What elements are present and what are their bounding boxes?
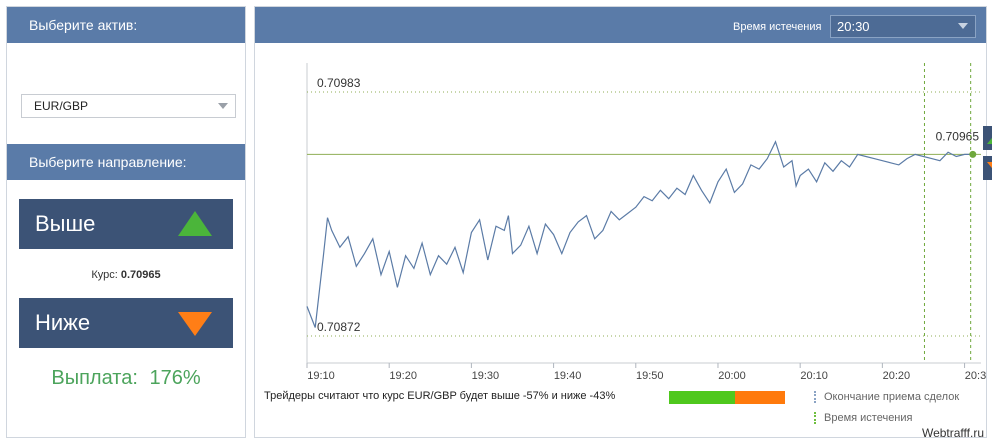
sentiment-bar [669,391,785,404]
asset-header: Выберите актив: [7,7,245,43]
level-label: 0.70983 [317,76,361,90]
x-tick-label: 20:30 [965,370,986,382]
x-tick-label: 19:30 [472,370,500,382]
expiry-label: Время истечения [733,21,822,33]
x-tick-label: 20:00 [718,370,746,382]
sentiment-down-fill [735,391,785,404]
price-series-line [306,140,973,328]
asset-select-value: EUR/GBP [34,99,89,113]
expiry-select[interactable]: 20:30 [830,15,976,38]
chevron-down-icon [958,23,968,29]
x-tick-label: 19:20 [389,370,417,382]
x-tick-label: 19:50 [636,370,664,382]
payout-value: 176% [149,367,201,389]
triangle-down-icon [178,312,212,336]
level-label: 0.70872 [317,320,361,334]
watermark: Webtrafff.ru [921,426,984,440]
x-tick-label: 19:40 [554,370,582,382]
legend-expiry: Время истечения [814,412,912,424]
rate-label: Курс: [91,269,118,281]
up-button-label: Выше [35,211,96,236]
price-chart: 19:10 19:20 19:30 19:40 19:50 20:00 20:10 20:20… [306,63,986,382]
expiry-select-value: 20:30 [837,19,870,34]
triangle-up-icon [986,133,992,145]
traders-sentiment-text: Трейдеры считают что курс EUR/GBP будет … [264,390,616,402]
direction-header: Выберите направление: [7,144,245,180]
down-button-label: Ниже [35,310,91,335]
triangle-down-icon [986,162,992,174]
payout-label: Выплата: [51,367,138,389]
payout-display: Выплата: 176% [7,367,245,390]
triangle-up-icon [178,211,212,236]
chart-panel: Время истечения 20:30 19:10 19:20 19:30 19:… [254,6,992,438]
down-button[interactable]: Ниже [19,298,233,348]
current-price-label: 0.70965 [936,129,980,143]
x-tick-label: 20:20 [883,370,911,382]
legend-close-trading: Окончание приема сделок [814,391,959,403]
current-price-dot [969,150,977,158]
asset-select[interactable]: EUR/GBP [21,94,236,118]
chart-put-button[interactable] [982,156,992,181]
sentiment-up-fill [669,391,735,404]
up-button[interactable]: Выше [19,199,233,249]
chart-call-button[interactable] [982,126,992,151]
rate-display: Курс: 0.70965 [7,269,245,281]
asset-panel: Выберите актив: EUR/GBP Выберите направл… [6,6,246,438]
chevron-down-icon [218,103,228,109]
rate-value: 0.70965 [120,269,161,281]
x-tick-label: 19:10 [307,370,335,382]
x-tick-label: 20:10 [800,370,828,382]
